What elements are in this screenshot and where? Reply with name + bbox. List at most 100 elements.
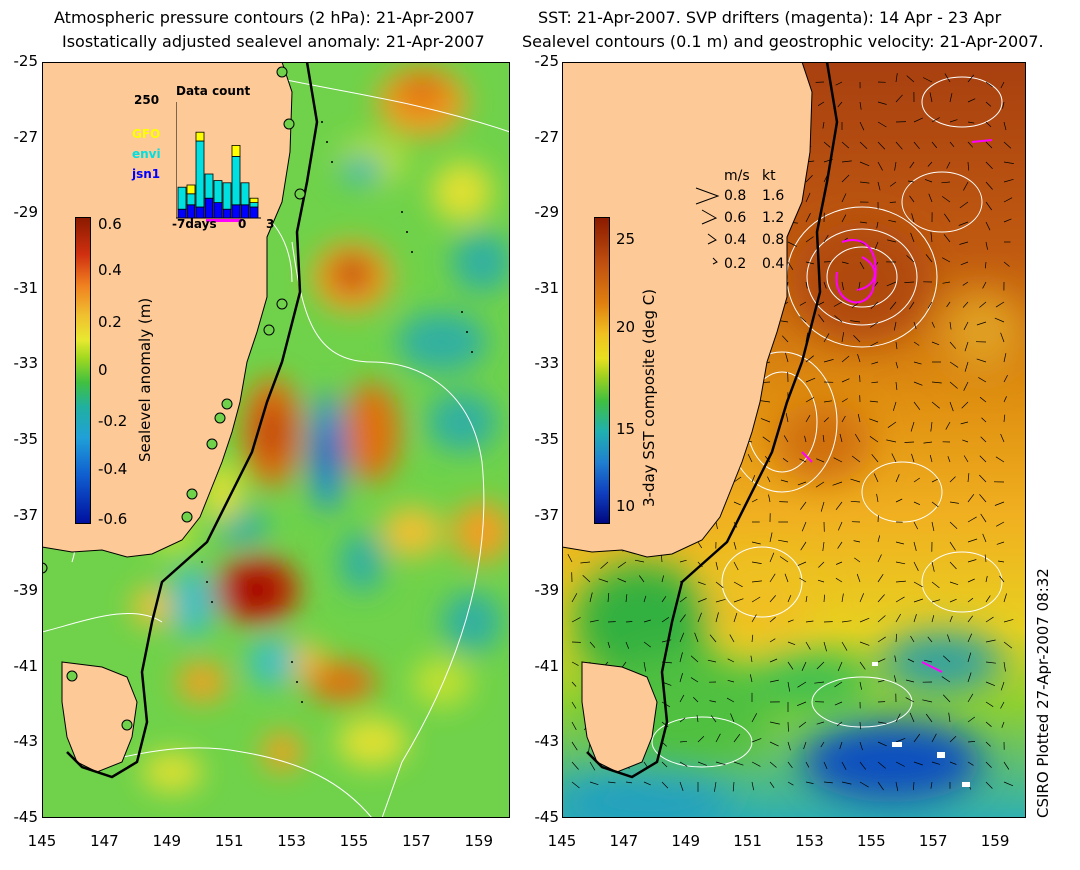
velocity-arrow [906,75,915,83]
velocity-arrow [859,101,862,110]
velocity-arrow [887,239,897,243]
inset-bar-gfo [231,145,241,157]
velocity-arrow [895,381,898,390]
velocity-arrow [751,498,758,503]
left-title-line1: Atmospheric pressure contours (2 hPa): 2… [54,8,475,27]
velocity-arrow [853,335,861,343]
velocity-arrow [895,613,902,623]
velocity-arrow [859,181,870,184]
velocity-arrow [904,281,915,283]
velocity-arrow [967,74,975,83]
velocity-arrow [835,561,843,565]
velocity-arrow [1003,178,1014,183]
velocity-arrow [909,301,915,310]
sealevel-cbar-tick-4: -0.2 [98,412,128,430]
velocity-arrow [894,161,897,171]
velocity-arrow [985,781,993,789]
velocity-arrow [931,117,940,123]
velocity-arrow [1003,414,1006,423]
velocity-arrow [679,559,687,563]
velocity-arrow [854,557,861,563]
inset-xlabel-zero: 0 [238,217,247,231]
velocity-arrow [571,701,577,709]
velocity-arrow [949,598,957,603]
velocity-arrow [833,457,843,463]
velocity-arrow [661,575,664,583]
velocity-arrow [787,721,789,732]
velocity-arrow [985,575,988,583]
velocity-arrow [984,554,987,563]
velocity-arrow [661,617,670,623]
velocity-arrow [799,301,807,306]
velocity-arrow [797,681,807,688]
left-y-tick: -35 [13,430,39,448]
velocity-arrow [877,761,886,769]
velocity-arrow [859,593,865,603]
velocity-arrow [805,281,808,289]
velocity-arrow [931,761,941,765]
velocity-arrow [661,639,672,643]
inset-legend-gfo: GFO [132,127,161,141]
velocity-arrow [985,701,994,707]
velocity-arrow [778,539,789,543]
velocity-arrow [911,213,915,223]
velocity-arrow [942,257,951,263]
svp-drifter-tracks [801,139,993,673]
velocity-arrow [967,652,972,663]
velocity-arrow [726,697,735,703]
velocity-arrow [924,179,933,183]
left-y-tick: -43 [13,732,39,751]
velocity-arrow [841,174,850,183]
velocity-arrow [949,615,953,623]
velocity-arrow [580,561,591,564]
velocity-arrow [859,641,870,646]
velocity-arrow [979,474,987,483]
velocity-arrow [931,521,935,531]
velocity-arrow [733,476,742,483]
left-y-tick: -39 [13,581,39,600]
velocity-arrow [913,501,921,506]
velocity-arrow [715,521,718,530]
velocity-arrow [859,141,868,150]
velocity-arrow [895,713,901,723]
left-y-tick: -25 [13,52,39,70]
right-title-line2: Sealevel contours (0.1 m) and geostrophi… [522,32,1044,51]
velocity-arrow [769,679,779,683]
velocity-arrow [697,541,702,549]
velocity-arrow [751,580,762,583]
velocity-arrow [877,594,885,603]
velocity-arrow [946,301,951,308]
velocity-arrow [967,741,976,743]
velocity-arrow [733,501,741,506]
velocity-arrow [895,498,903,503]
velocity-arrow [751,541,761,545]
velocity-arrow [781,335,789,343]
velocity-arrow [931,478,938,483]
velocity-arrow [796,701,807,707]
velocity-arrow [818,314,825,323]
velocity-arrow [817,579,825,583]
velocity-arrow [751,761,761,767]
velocity-arrow [747,453,753,463]
velocity-arrow [803,741,807,750]
velocity-arrow [661,781,669,789]
velocity-arrow [967,761,974,766]
velocity-arrow [787,594,792,603]
velocity-arrow [967,473,970,483]
velocity-arrow [877,721,887,724]
velocity-arrow [643,619,651,623]
velocity-arrow [931,615,935,623]
velocity-legend-row2-kt: 0.8 [762,232,785,248]
velocity-arrow [805,175,813,183]
velocity-arrow [837,541,843,549]
velocity-arrow [625,621,633,623]
velocity-arrow [1003,661,1006,672]
inset-bar-envi [186,193,196,206]
velocity-arrow [805,236,814,243]
velocity-arrow [733,733,741,743]
velocity-arrow [949,401,954,412]
inset-bar-envi [177,186,187,210]
velocity-arrow [841,214,847,223]
velocity-arrow [907,180,915,183]
right-y-tick: -27 [534,127,560,146]
